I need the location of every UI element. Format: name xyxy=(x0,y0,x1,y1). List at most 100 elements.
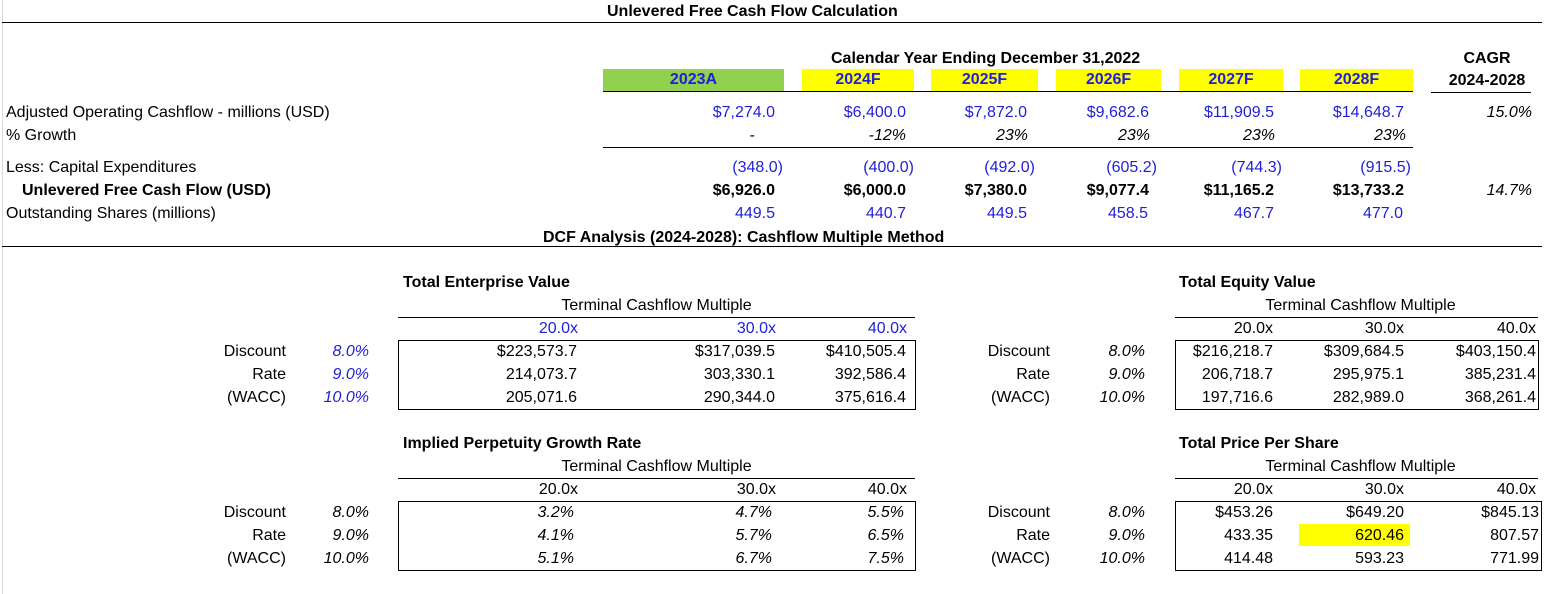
price-row-label-discount: Discount xyxy=(987,504,1050,521)
growth-label: % Growth xyxy=(6,127,77,144)
operating-cashflow-2027f: $11,909.5 xyxy=(1204,104,1274,121)
price-grid xyxy=(1175,501,1542,571)
ufcf-cagr: 14.7% xyxy=(1486,182,1532,199)
growth-2024f: -12% xyxy=(868,127,906,144)
ufcf-2023a: $6,926.0 xyxy=(712,182,775,199)
section-divider xyxy=(2,246,1542,247)
equity-rate-9: 9.0% xyxy=(1108,366,1145,383)
equity-multiple-30x: 30.0x xyxy=(1364,320,1404,337)
growth-cell-1-2: 4.7% xyxy=(735,504,772,521)
price-cell-2-1: 433.35 xyxy=(1224,527,1273,544)
growth-table-title: Implied Perpetuity Growth Rate xyxy=(403,435,642,452)
cagr-underline xyxy=(1431,92,1531,93)
equity-cell-2-2: 295,975.1 xyxy=(1332,366,1404,383)
period-header: Calendar Year Ending December 31,2022 xyxy=(831,50,1141,67)
growth-cell-1-3: 5.5% xyxy=(867,504,904,521)
tev-row-label-wacc: (WACC) xyxy=(227,389,286,406)
equity-row-label-wacc: (WACC) xyxy=(991,389,1050,406)
growth-cell-3-1: 5.1% xyxy=(537,550,574,567)
tev-row-label-discount: Discount xyxy=(223,343,286,360)
equity-cell-2-1: 206,718.7 xyxy=(1201,366,1273,383)
growth-rate-9: 9.0% xyxy=(332,527,369,544)
ufcf-2027f: $11,165.2 xyxy=(1203,182,1274,199)
tev-rate-10: 10.0% xyxy=(323,389,369,406)
price-rate-9: 9.0% xyxy=(1108,527,1145,544)
equity-grid xyxy=(1175,340,1539,410)
ufcf-2026f: $9,077.4 xyxy=(1086,182,1149,199)
tev-cell-2-3: 392,586.4 xyxy=(834,366,906,383)
growth-cell-2-3: 6.5% xyxy=(867,527,904,544)
tev-cell-2-1: 214,073.7 xyxy=(505,366,577,383)
year-header-underline xyxy=(603,91,1413,92)
tev-rate-8: 8.0% xyxy=(332,343,369,360)
price-cell-1-1: $453.26 xyxy=(1215,504,1273,521)
tev-grid xyxy=(398,340,916,410)
growth-2028f: 23% xyxy=(1373,127,1406,144)
year-header-2025f: 2025F xyxy=(931,69,1038,91)
price-cell-2-3: 807.57 xyxy=(1490,527,1539,544)
price-cell-3-3: 771.99 xyxy=(1490,550,1539,567)
tev-multiple-header: Terminal Cashflow Multiple xyxy=(561,297,752,314)
ufcf-2025f: $7,380.0 xyxy=(964,182,1027,199)
growth-underline xyxy=(603,147,1413,148)
price-multiple-40x: 40.0x xyxy=(1496,481,1536,498)
growth-cell-3-2: 6.7% xyxy=(735,550,772,567)
title-underline xyxy=(2,22,1542,23)
growth-cell-2-1: 4.1% xyxy=(537,527,574,544)
price-multiple-20x: 20.0x xyxy=(1233,481,1273,498)
growth-header-rule xyxy=(398,478,915,479)
year-header-2026f: 2026F xyxy=(1056,69,1161,91)
page-title: Unlevered Free Cash Flow Calculation xyxy=(607,3,898,20)
tev-row-label-rate: Rate xyxy=(252,366,286,383)
operating-cashflow-2025f: $7,872.0 xyxy=(964,104,1027,121)
cagr-header-line1: CAGR xyxy=(1463,50,1511,67)
price-multiple-30x: 30.0x xyxy=(1364,481,1404,498)
equity-header-rule xyxy=(1175,317,1538,318)
shares-2026f: 458.5 xyxy=(1107,205,1148,222)
equity-cell-2-3: 385,231.4 xyxy=(1464,366,1536,383)
shares-label: Outstanding Shares (millions) xyxy=(6,205,216,222)
equity-row-label-discount: Discount xyxy=(987,343,1050,360)
equity-cell-1-3: $403,150.4 xyxy=(1455,343,1536,360)
operating-cashflow-label: Adjusted Operating Cashflow - millions (… xyxy=(6,104,330,121)
growth-row-label-discount: Discount xyxy=(223,504,286,521)
price-cell-3-1: 414.48 xyxy=(1224,550,1273,567)
shares-2028f: 477.0 xyxy=(1362,205,1403,222)
tev-cell-3-1: 205,071.6 xyxy=(505,389,577,406)
growth-multiple-40x: 40.0x xyxy=(867,481,907,498)
price-multiple-header: Terminal Cashflow Multiple xyxy=(1265,458,1456,475)
year-header-2024f: 2024F xyxy=(802,69,914,91)
price-highlight-cell xyxy=(1299,524,1410,546)
price-rate-8: 8.0% xyxy=(1108,504,1145,521)
tev-cell-1-3: $410,505.4 xyxy=(825,343,906,360)
equity-multiple-20x: 20.0x xyxy=(1233,320,1273,337)
equity-cell-1-2: $309,684.5 xyxy=(1323,343,1404,360)
equity-multiple-header: Terminal Cashflow Multiple xyxy=(1265,297,1456,314)
price-cell-1-3: $845.13 xyxy=(1481,504,1539,521)
equity-multiple-40x: 40.0x xyxy=(1496,320,1536,337)
equity-rate-10: 10.0% xyxy=(1099,389,1145,406)
growth-multiple-header: Terminal Cashflow Multiple xyxy=(561,458,752,475)
growth-grid xyxy=(398,501,916,571)
equity-cell-3-2: 282,989.0 xyxy=(1332,389,1404,406)
ufcf-label: Unlevered Free Cash Flow (USD) xyxy=(22,182,271,199)
price-cell-2-2: 620.46 xyxy=(1355,527,1404,544)
price-rate-10: 10.0% xyxy=(1099,550,1145,567)
growth-multiple-30x: 30.0x xyxy=(736,481,776,498)
operating-cashflow-cagr: 15.0% xyxy=(1486,104,1532,121)
price-row-label-wacc: (WACC) xyxy=(991,550,1050,567)
ufcf-2024f: $6,000.0 xyxy=(843,182,906,199)
capex-2024f: (400.0) xyxy=(863,159,914,176)
growth-rate-10: 10.0% xyxy=(323,550,369,567)
capex-label: Less: Capital Expenditures xyxy=(6,159,197,176)
equity-cell-1-1: $216,218.7 xyxy=(1192,343,1273,360)
sheet-gridline xyxy=(2,0,3,594)
year-header-2027f: 2027F xyxy=(1179,69,1283,91)
capex-2023a: (348.0) xyxy=(732,159,783,176)
equity-title: Total Equity Value xyxy=(1179,274,1316,291)
growth-2025f: 23% xyxy=(995,127,1028,144)
capex-2025f: (492.0) xyxy=(984,159,1035,176)
equity-cell-3-3: 368,261.4 xyxy=(1464,389,1536,406)
cagr-header-line2: 2024-2028 xyxy=(1448,72,1526,89)
year-header-2023a: 2023A xyxy=(603,69,784,91)
